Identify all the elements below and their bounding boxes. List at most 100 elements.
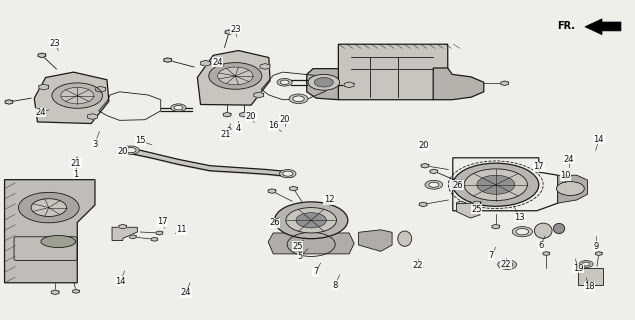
Polygon shape	[34, 72, 109, 124]
Polygon shape	[268, 233, 354, 254]
Text: 17: 17	[533, 163, 544, 172]
Polygon shape	[51, 290, 59, 294]
Text: 21: 21	[220, 130, 231, 139]
Text: 20: 20	[246, 112, 257, 121]
Polygon shape	[307, 69, 338, 100]
Circle shape	[52, 83, 102, 108]
Ellipse shape	[293, 96, 304, 102]
Ellipse shape	[277, 78, 292, 86]
Ellipse shape	[126, 148, 136, 153]
Ellipse shape	[429, 182, 439, 187]
Ellipse shape	[171, 104, 186, 111]
Ellipse shape	[280, 80, 289, 84]
Text: 4: 4	[236, 124, 241, 133]
Polygon shape	[421, 164, 429, 168]
Ellipse shape	[534, 223, 552, 238]
Ellipse shape	[398, 231, 411, 246]
Text: 23: 23	[230, 25, 241, 34]
Ellipse shape	[516, 228, 529, 235]
Text: 12: 12	[324, 195, 334, 204]
Polygon shape	[473, 201, 481, 205]
Polygon shape	[558, 175, 587, 203]
Ellipse shape	[579, 260, 593, 268]
Text: 20: 20	[279, 115, 290, 124]
Ellipse shape	[41, 236, 76, 248]
Circle shape	[556, 181, 584, 196]
Text: 2: 2	[226, 127, 232, 136]
Text: 25: 25	[292, 242, 302, 251]
Text: 24: 24	[212, 58, 223, 67]
Circle shape	[464, 169, 528, 201]
Text: 17: 17	[157, 217, 168, 226]
Polygon shape	[112, 227, 137, 241]
Polygon shape	[359, 230, 392, 252]
Polygon shape	[164, 58, 171, 62]
Text: 24: 24	[181, 288, 191, 297]
Ellipse shape	[123, 146, 139, 154]
Polygon shape	[88, 114, 97, 119]
Circle shape	[209, 63, 262, 89]
Polygon shape	[290, 186, 297, 191]
Text: 6: 6	[538, 241, 544, 250]
Polygon shape	[578, 268, 603, 285]
Circle shape	[314, 77, 333, 87]
Ellipse shape	[279, 170, 296, 178]
Circle shape	[308, 74, 340, 90]
Polygon shape	[119, 224, 126, 229]
Polygon shape	[457, 201, 465, 206]
Text: 25: 25	[472, 205, 482, 214]
Polygon shape	[492, 224, 500, 229]
Polygon shape	[260, 64, 270, 69]
Text: 14: 14	[115, 277, 126, 286]
Polygon shape	[38, 53, 46, 58]
Ellipse shape	[174, 105, 183, 110]
Text: FR.: FR.	[557, 21, 575, 31]
Text: 10: 10	[560, 172, 571, 180]
Circle shape	[218, 67, 253, 85]
Polygon shape	[5, 100, 13, 104]
Text: 1: 1	[74, 170, 79, 179]
Polygon shape	[585, 19, 621, 35]
Ellipse shape	[512, 227, 533, 237]
Circle shape	[286, 208, 337, 233]
Polygon shape	[39, 84, 49, 90]
Ellipse shape	[582, 262, 590, 266]
Polygon shape	[457, 203, 480, 218]
Polygon shape	[501, 81, 509, 85]
Text: 19: 19	[573, 264, 583, 273]
Text: 9: 9	[593, 242, 598, 251]
Ellipse shape	[283, 171, 293, 176]
Text: 8: 8	[333, 281, 338, 290]
Text: 26: 26	[269, 218, 280, 227]
Polygon shape	[430, 169, 438, 174]
Text: 24: 24	[564, 155, 575, 164]
Text: 15: 15	[135, 136, 145, 146]
Text: 24: 24	[36, 108, 46, 117]
Polygon shape	[419, 202, 427, 207]
Text: 13: 13	[514, 212, 525, 222]
Text: 20: 20	[418, 141, 429, 150]
Polygon shape	[543, 252, 550, 255]
Text: 7: 7	[313, 267, 318, 276]
Text: 26: 26	[453, 181, 463, 190]
Ellipse shape	[553, 223, 565, 234]
Polygon shape	[268, 189, 276, 193]
Ellipse shape	[425, 180, 443, 189]
Polygon shape	[156, 231, 163, 235]
Polygon shape	[224, 112, 231, 117]
Text: 5: 5	[297, 252, 302, 261]
Polygon shape	[344, 82, 354, 88]
Text: 20: 20	[117, 147, 128, 156]
Ellipse shape	[498, 260, 517, 269]
Circle shape	[61, 87, 94, 104]
Polygon shape	[338, 44, 448, 100]
Text: 23: 23	[50, 39, 60, 48]
Polygon shape	[96, 86, 105, 92]
Text: 22: 22	[412, 261, 423, 270]
Text: 21: 21	[70, 159, 81, 168]
Ellipse shape	[289, 94, 308, 104]
Text: 16: 16	[268, 121, 279, 130]
Polygon shape	[225, 30, 233, 34]
Circle shape	[296, 213, 326, 228]
Polygon shape	[254, 92, 264, 98]
